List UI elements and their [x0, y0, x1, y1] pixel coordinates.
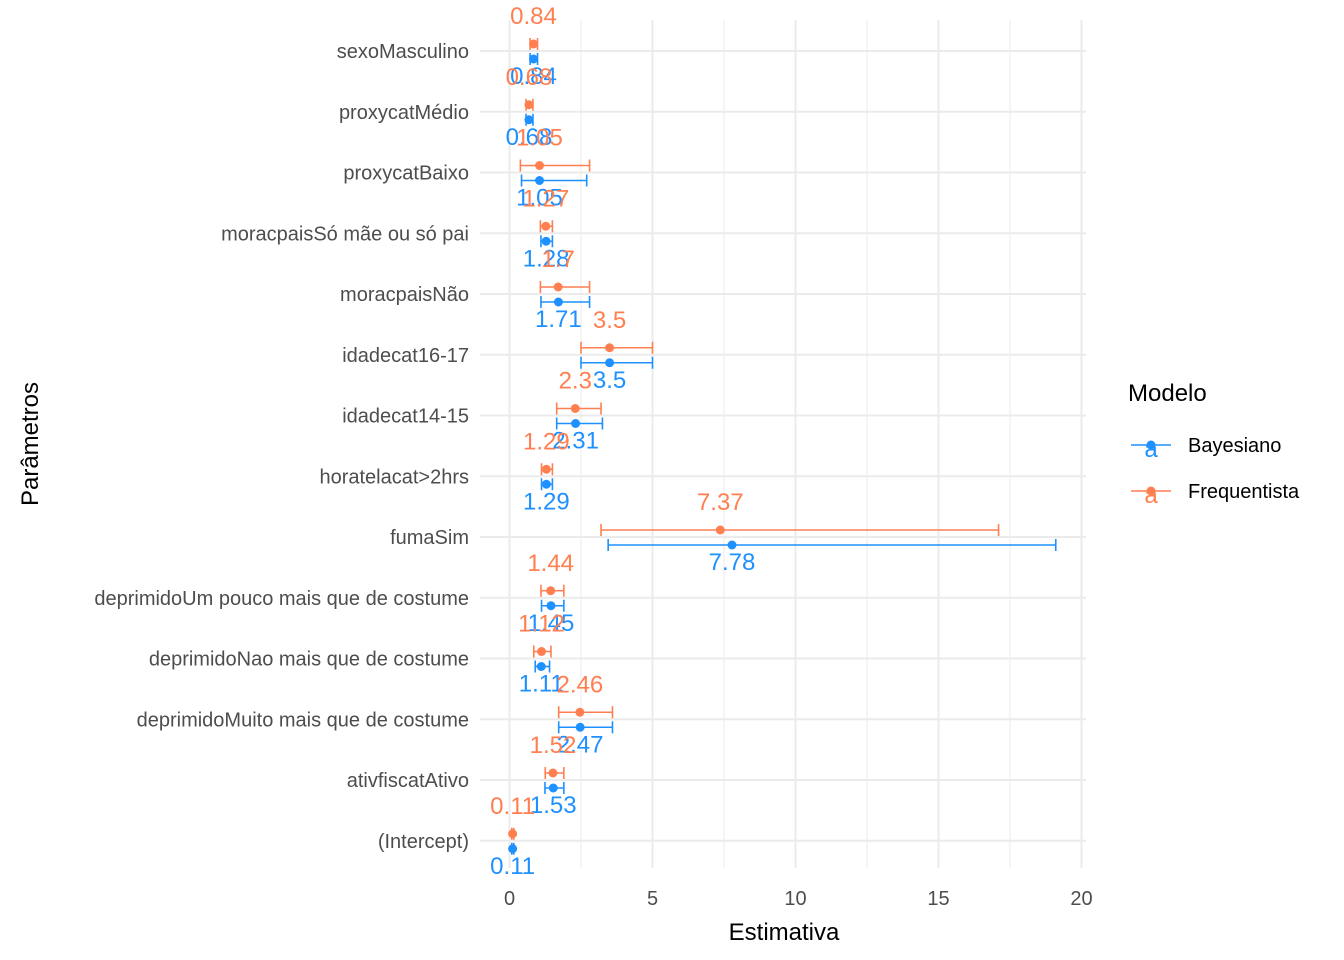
grid-lines — [480, 20, 1086, 868]
estimate-point — [541, 479, 551, 489]
x-axis-title: Estimativa — [729, 919, 840, 946]
data-label: 0.84 — [510, 63, 557, 90]
y-tick-label: sexoMasculino — [337, 41, 469, 63]
legend-key-point — [1146, 440, 1156, 450]
x-tick-label: 20 — [1070, 888, 1092, 910]
legend-key-glyph: a — [1144, 436, 1158, 463]
estimate-point — [524, 115, 534, 125]
x-tick-label: 10 — [784, 888, 806, 910]
data-label: 3.5 — [593, 367, 626, 394]
estimate-point — [553, 282, 563, 292]
y-axis-title: Parâmetros — [17, 382, 44, 506]
estimate-point — [529, 39, 539, 49]
data-label: 1.52 — [530, 732, 577, 759]
estimate-point — [715, 525, 725, 535]
estimate-point — [553, 297, 563, 307]
y-tick-label: proxycatMédio — [339, 102, 469, 124]
legend-item-frequentista: a Frequentista — [1131, 481, 1300, 509]
data-label: 1.28 — [523, 245, 570, 272]
x-tick-label: 15 — [927, 888, 949, 910]
data-label: 1.05 — [516, 185, 563, 212]
y-tick-label: idadecat14-15 — [342, 406, 469, 428]
y-tick-label: horatelacat>2hrs — [319, 466, 469, 488]
data-label: 1.44 — [527, 550, 574, 577]
estimate-point — [537, 647, 547, 656]
data-label: 7.78 — [709, 549, 756, 576]
estimate-point — [548, 768, 558, 778]
y-tick-label: idadecat16-17 — [342, 345, 469, 367]
legend-key-glyph: a — [1144, 482, 1158, 509]
data-label: 0.68 — [506, 64, 553, 91]
chart-marks: 0.840.681.051.281.713.52.311.297.781.451… — [490, 3, 1057, 880]
y-tick-label: moracpaisNão — [340, 284, 469, 306]
data-label: 7.37 — [697, 489, 744, 516]
y-tick-label: (Intercept) — [378, 831, 469, 853]
y-tick-label: fumaSim — [390, 527, 469, 549]
legend-key-point — [1146, 486, 1156, 496]
estimate-point — [508, 844, 518, 854]
estimate-point — [570, 404, 580, 413]
y-tick-label: moracpaisSó mãe ou só pai — [221, 223, 469, 245]
legend-label: Frequentista — [1188, 481, 1300, 503]
estimate-point — [575, 707, 585, 717]
x-tick-label: 5 — [647, 888, 658, 910]
data-label: 2.31 — [552, 428, 599, 455]
estimate-point — [529, 54, 539, 64]
y-tick-label: proxycatBaixo — [343, 163, 469, 185]
data-label: 0.84 — [510, 3, 557, 30]
data-label: 1.11 — [519, 671, 564, 698]
estimate-point — [535, 161, 545, 170]
data-label: 1.7 — [541, 246, 574, 273]
data-label: 1.05 — [516, 125, 563, 152]
axis-ticks: 0 5 10 15 20 sexoMasculino proxycatMédio proxyc… — [94, 41, 1092, 910]
estimate-point — [541, 236, 551, 246]
legend-items: a Bayesiano a Frequentista — [1131, 435, 1300, 509]
y-tick-label: deprimidoNao mais que de costume — [149, 649, 469, 671]
y-tick-label: ativfiscatAtivo — [347, 770, 469, 792]
estimate-point — [546, 601, 556, 611]
legend-item-bayesiano: a Bayesiano — [1131, 435, 1281, 463]
x-tick-label: 0 — [504, 888, 515, 910]
data-label: 2.3 — [559, 368, 592, 395]
data-label: 1.53 — [530, 792, 577, 819]
estimate-point — [548, 783, 558, 793]
y-tick-label: deprimidoMuito mais que de costume — [137, 709, 469, 731]
data-label: 0.68 — [506, 124, 553, 151]
estimate-point — [571, 419, 581, 428]
estimate-point — [727, 540, 737, 550]
estimate-point — [536, 662, 546, 671]
data-label: 1.27 — [522, 185, 569, 212]
estimate-point — [524, 100, 534, 110]
data-label: 3.5 — [593, 307, 626, 334]
data-label: 0.11 — [490, 853, 535, 880]
legend-title: Modelo — [1128, 380, 1207, 407]
estimate-point — [508, 829, 518, 839]
estimate-point — [541, 221, 551, 231]
series-bayesiano: 0.840.681.051.281.713.52.311.297.781.451… — [490, 53, 1057, 880]
data-label: 1.29 — [523, 488, 570, 515]
data-label: 1.71 — [535, 306, 582, 333]
estimate-point — [575, 722, 585, 732]
data-label: 1.29 — [523, 428, 570, 455]
data-label: 2.47 — [557, 731, 604, 758]
series-frequentista: 0.840.681.051.271.73.52.31.297.371.441.1… — [490, 3, 1000, 840]
data-label: 0.11 — [490, 793, 535, 820]
data-label: 1.45 — [528, 610, 575, 637]
estimate-point — [605, 343, 615, 353]
data-label: 1.12 — [518, 611, 565, 638]
y-tick-label: deprimidoUm pouco mais que de costume — [94, 588, 469, 610]
estimate-point — [605, 358, 615, 368]
estimate-point — [535, 176, 545, 185]
estimate-point — [541, 464, 551, 474]
data-label: 2.46 — [556, 671, 603, 698]
legend: Modelo a Bayesiano a Frequentista — [1128, 380, 1300, 509]
legend-label: Bayesiano — [1188, 435, 1281, 457]
estimate-point — [546, 586, 556, 596]
